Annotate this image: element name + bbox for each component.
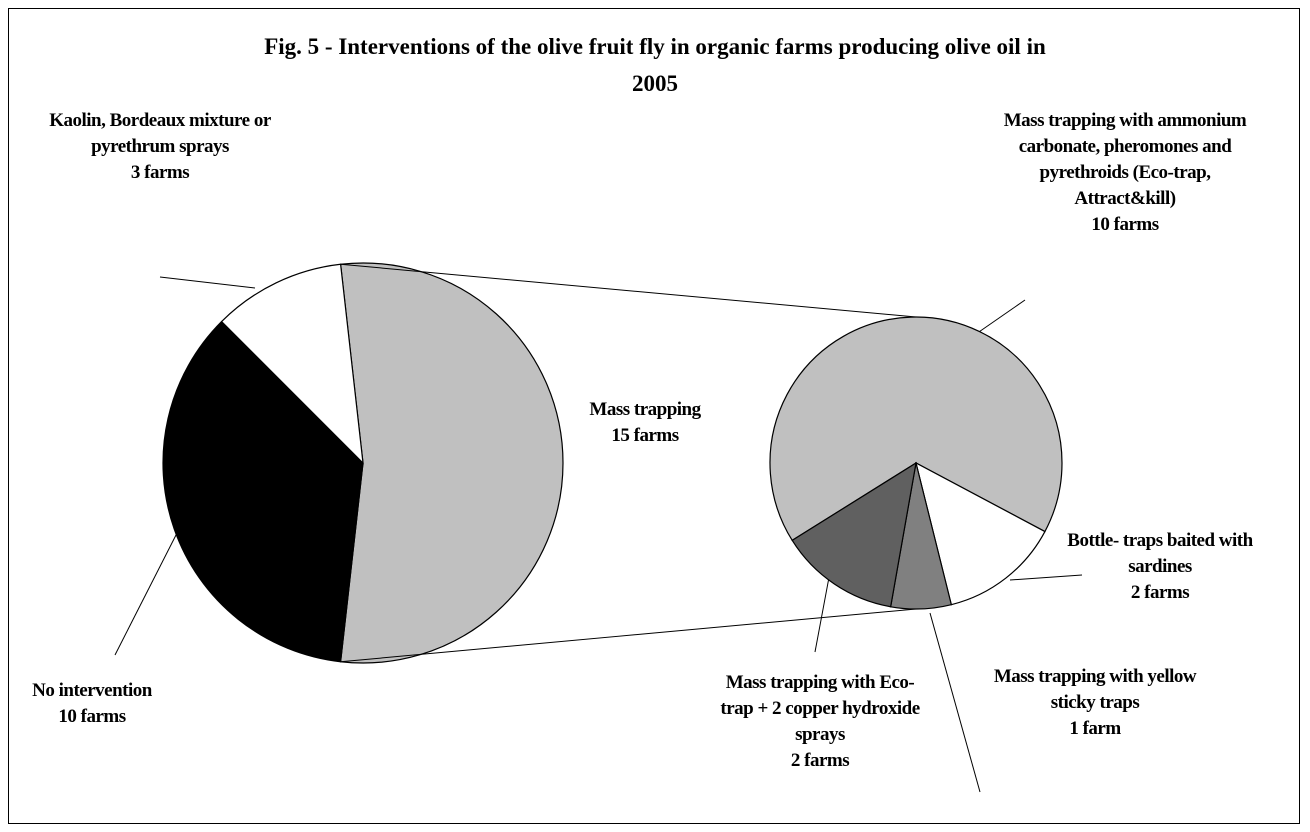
slice-label: Mass trapping with ammonium carbonate, p…: [1000, 108, 1250, 212]
value-label: 2 farms: [710, 748, 930, 774]
value-label: 10 farms: [0, 704, 192, 730]
value-label: 2 farms: [1060, 580, 1260, 606]
slice-label: Mass trapping with Eco-trap + 2 copper h…: [710, 670, 930, 748]
value-label: 10 farms: [1000, 212, 1250, 238]
value-label: 15 farms: [545, 423, 745, 449]
chart-title: Fig. 5 - Interventions of the olive frui…: [255, 28, 1055, 102]
value-label: 1 farm: [980, 716, 1210, 742]
slice-label: No intervention: [0, 678, 192, 704]
leader-line: [160, 277, 255, 288]
pie-slice: [341, 263, 563, 663]
slice-label: Mass trapping with yellow sticky traps: [980, 664, 1210, 716]
slice-label: Kaolin, Bordeaux mixture or pyrethrum sp…: [45, 108, 275, 160]
slice-label: Bottle- traps baited with sardines: [1060, 528, 1260, 580]
slice-label: Mass trapping: [545, 397, 745, 423]
value-label: 3 farms: [45, 160, 275, 186]
leader-line: [815, 572, 830, 652]
leader-line: [930, 613, 980, 792]
page: Fig. 5 - Interventions of the olive frui…: [0, 0, 1310, 832]
